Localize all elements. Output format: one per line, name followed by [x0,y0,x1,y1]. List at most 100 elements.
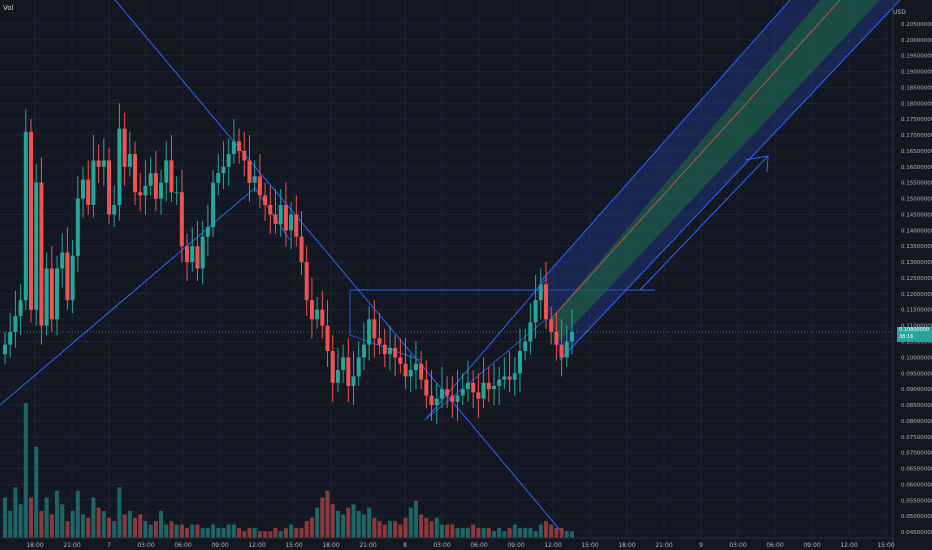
candle [81,166,86,218]
candle-body [523,341,528,352]
volume-bar [174,524,179,538]
candle-body [455,395,460,402]
candle-body [252,176,257,183]
candle [382,328,387,367]
regression-channel-inner [550,0,880,340]
volume-bar [341,514,346,538]
y-tick-label: 0.07500000 [901,435,932,441]
candle-body [70,255,75,301]
price-axis[interactable]: 0.20500000 0.20000000 0.19500000 0.19000000… [892,0,932,550]
candle [517,328,522,393]
volume-bar [8,511,13,538]
candle-body [543,284,548,320]
candle [164,141,169,202]
x-tick-label: 15:00 [285,542,302,549]
volume-bar [216,527,221,538]
volume-bar [44,497,49,538]
candle [481,357,486,409]
candle [445,376,450,409]
candle-body [133,154,138,193]
last-price-value: 0.10800000 [899,326,930,333]
candle-body [39,182,44,326]
volume-bar [13,487,18,538]
volume-bar [372,517,377,538]
candle [143,160,148,215]
volume-bar [221,527,226,538]
candle [138,173,143,212]
candle-body [75,198,80,256]
candle [86,160,91,215]
candle [559,319,564,377]
volume-bar [60,504,65,538]
volume-bar [320,497,325,538]
x-tick-label: 12:00 [544,542,561,549]
last-price-countdown: 38:16 [899,333,914,340]
candle [18,284,23,336]
candle [325,300,330,367]
candle [200,220,205,285]
candle [112,185,117,228]
y-tick-label: 0.08500000 [901,403,932,409]
volume-bar [34,446,39,538]
y-tick-label: 0.13500000 [901,244,932,250]
candle-body [185,246,190,263]
candle [554,312,559,361]
candle [75,176,80,272]
candle [346,338,351,402]
candle-body [393,347,398,358]
volume-bar [263,531,268,538]
candle [377,312,382,355]
candle-body [96,160,101,167]
candle-body [465,382,470,390]
volume-bar [96,507,101,538]
candle-body [8,331,13,345]
y-tick-label: 0.10000000 [901,355,932,361]
candle-body [512,373,517,380]
y-tick-label: 0.16000000 [901,165,932,171]
candle-body [309,300,314,320]
candle-body [200,236,205,269]
candle-body [159,182,164,199]
candle-body [528,322,533,342]
x-tick-label: 06:00 [470,542,487,549]
candle [497,366,502,406]
candle-body [122,128,127,167]
candle [413,341,418,390]
candle [117,103,122,221]
y-tick-label: 0.06000000 [901,482,932,488]
candle-body [434,398,439,406]
volume-bar [237,527,242,538]
candle [174,176,179,205]
y-tick-label: 0.20500000 [901,22,932,28]
ascending-trendline [0,187,256,406]
candle-body [372,319,377,339]
descending-trendline [114,0,561,531]
volume-bar [91,497,96,538]
candle [299,211,304,275]
candle [127,131,132,177]
volume-bars [3,403,574,538]
candle [8,312,13,358]
candle [133,141,138,205]
volume-bar [325,490,330,538]
candle-body [289,214,294,231]
candle [372,300,377,358]
candle-body [351,376,356,386]
candle [231,119,236,164]
candle-body [460,389,465,396]
volume-bar [101,511,106,538]
volume-bar [122,514,127,538]
candle-body [153,173,158,199]
y-tick-label: 0.07000000 [901,451,932,457]
y-tick-label: 0.05000000 [901,514,932,520]
candle-body [237,141,242,151]
y-tick-label: 0.04500000 [901,530,932,536]
y-tick-label: 0.18500000 [901,85,932,91]
volume-bar [65,521,70,538]
time-axis[interactable]: 18:00 21:00 7 03:00 06:00 09:00 12:00 15:00 18:0… [0,537,895,549]
candle-body [164,160,169,183]
candle [283,182,288,247]
candle-body [55,268,60,320]
volume-bar [315,507,320,538]
